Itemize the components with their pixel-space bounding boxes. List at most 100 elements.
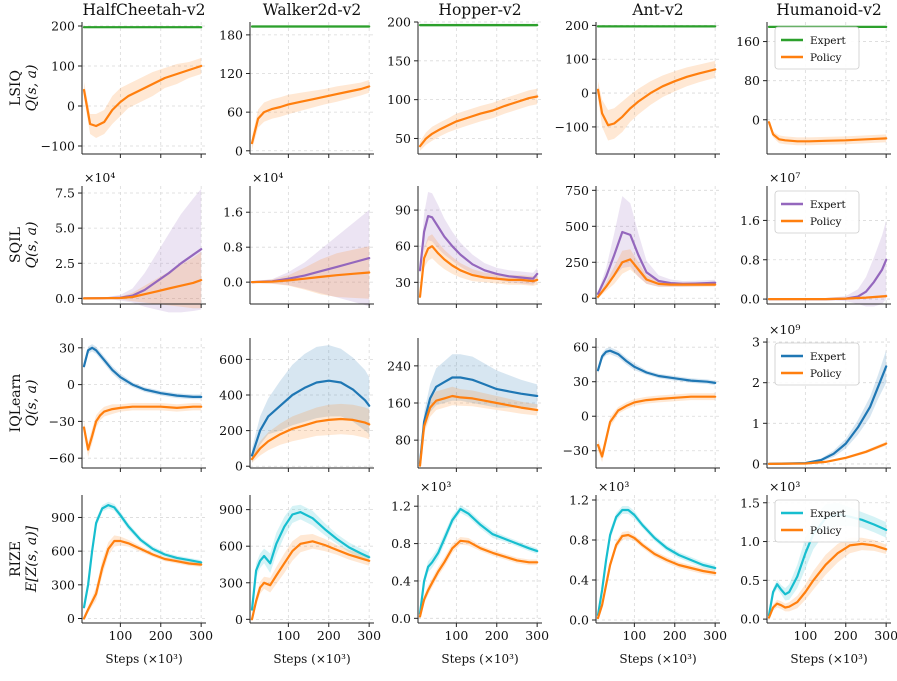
y-tick-label: 150 — [387, 53, 411, 68]
series-line-policy — [250, 540, 371, 621]
subplot: 0 300 600 900 100 200 300 Steps (×10³) — [51, 495, 213, 666]
y-tick-label: 120 — [219, 66, 243, 81]
legend-box — [774, 499, 860, 543]
legend: Expert Policy — [774, 499, 860, 543]
y-tick-label: 0 — [581, 86, 589, 101]
subplot: 50 100 150 200 — [387, 15, 542, 158]
y-scale-multiplier: ×10⁷ — [769, 170, 800, 185]
y-scale-multiplier: ×10³ — [420, 479, 451, 494]
y-tick-label: 0.5 — [740, 573, 760, 588]
y-tick-label: 500 — [565, 219, 589, 234]
series-band-policy — [84, 252, 202, 309]
y-tick-label: 60 — [227, 105, 243, 120]
row-label: IQLearn Q(s, a) — [8, 374, 40, 433]
series-band-expert — [598, 196, 716, 297]
column-title: Hopper-v2 — [438, 1, 521, 19]
y-tick-label: 0.4 — [391, 573, 411, 588]
subplot: −100 0 100 200 — [41, 19, 206, 158]
legend-label: Expert — [810, 351, 847, 363]
subplot: 0.0 2.5 5.0 7.5 ×10⁴ — [55, 170, 206, 313]
row-label-quantity: Q(s, a) — [24, 380, 40, 427]
series-line-policy — [596, 533, 717, 620]
legend-label: Expert — [810, 508, 847, 520]
series-band-policy — [769, 537, 887, 619]
y-tick-label: 100 — [51, 59, 75, 74]
legend-box — [774, 342, 860, 386]
series-band-policy — [84, 535, 202, 620]
y-tick-label: 200 — [219, 423, 243, 438]
row-label: RIZE E[Z(s, a)] — [8, 525, 40, 593]
subplot: 0.0 0.8 1.6 ×10⁴ — [223, 170, 374, 308]
x-axis-label: Steps (×10³) — [273, 652, 350, 666]
y-tick-label: 60 — [395, 239, 411, 254]
subplot: 0 250 500 750 — [565, 183, 720, 308]
column-title: HalfCheetah-v2 — [83, 1, 206, 19]
x-tick-label: 100 — [108, 628, 132, 643]
y-tick-label: 30 — [395, 275, 411, 290]
x-tick-label: 300 — [189, 628, 213, 643]
series-line-policy — [596, 68, 717, 127]
series-band-expert — [252, 345, 370, 463]
subplot: 0 300 600 900 100 200 300 Steps (×10³) — [219, 495, 381, 666]
x-tick-label: 200 — [485, 628, 509, 643]
y-tick-label: −30 — [49, 414, 75, 429]
y-tick-label: 30 — [59, 340, 75, 355]
y-tick-label: 30 — [573, 374, 589, 389]
x-tick-label: 200 — [834, 628, 858, 643]
x-tick-label: 100 — [793, 628, 817, 643]
series-band-expert — [598, 506, 716, 617]
series-band-policy — [420, 386, 538, 470]
subplot: 0.0 0.8 1.6 ×10⁷ Expert Policy — [740, 170, 891, 308]
series-line-policy — [418, 95, 539, 148]
y-tick-label: 1.6 — [223, 205, 243, 220]
series-line-expert — [418, 507, 539, 615]
series-line-policy — [82, 64, 203, 128]
subplot: 30 60 90 — [395, 186, 542, 308]
y-tick-label: 0 — [67, 377, 75, 392]
x-tick-label: 100 — [444, 628, 468, 643]
legend: Expert Policy — [774, 342, 860, 386]
y-scale-multiplier: ×10⁴ — [252, 170, 283, 185]
series-band-policy — [252, 246, 370, 299]
y-tick-label: 0.0 — [740, 292, 760, 307]
y-tick-label: 0.8 — [223, 240, 243, 255]
series-line-policy — [418, 394, 539, 467]
y-tick-label: 100 — [387, 92, 411, 107]
y-tick-label: 0.0 — [55, 291, 75, 306]
subplot: 0.0 0.5 1.0 1.5 100 200 300 Steps (×10³) ×10³ Exp… — [740, 479, 897, 666]
x-tick-label: 200 — [317, 628, 341, 643]
y-scale-multiplier: ×10⁹ — [769, 322, 800, 337]
y-tick-label: 900 — [219, 502, 243, 517]
y-tick-label: 600 — [219, 352, 243, 367]
x-tick-label: 300 — [357, 628, 381, 643]
series-line-policy — [767, 295, 888, 301]
series-band-expert — [84, 501, 202, 610]
series-line-policy — [250, 417, 371, 461]
subplot: 0 80 160 Expert Policy — [736, 22, 891, 158]
y-tick-label: 90 — [395, 203, 411, 218]
series-line-expert — [82, 504, 203, 609]
series-band-expert — [420, 354, 538, 468]
y-tick-label: 50 — [395, 131, 411, 146]
y-tick-label: −30 — [563, 443, 589, 458]
column-title: Walker2d-v2 — [263, 1, 361, 19]
y-tick-label: 160 — [736, 34, 760, 49]
x-tick-label: 100 — [276, 628, 300, 643]
legend-box — [774, 190, 860, 234]
series-line-policy — [82, 539, 203, 620]
subplot: 80 160 240 — [387, 338, 542, 472]
subplot: 0 60 120 180 — [219, 22, 374, 158]
subplot: −60 −30 0 30 — [49, 338, 206, 472]
y-tick-label: 200 — [51, 19, 75, 34]
legend-label: Expert — [810, 199, 847, 211]
y-tick-label: 200 — [565, 18, 589, 33]
series-band-expert — [769, 350, 887, 465]
y-tick-label: 180 — [219, 27, 243, 42]
y-tick-label: 160 — [387, 396, 411, 411]
row-label: SQIL Q(s, a) — [8, 222, 40, 269]
x-tick-label: 300 — [874, 628, 897, 643]
subplot: 0 1 2 3 ×10⁹ Expert Policy — [752, 322, 891, 472]
legend-label: Policy — [810, 368, 842, 380]
y-tick-label: 0.8 — [740, 252, 760, 267]
